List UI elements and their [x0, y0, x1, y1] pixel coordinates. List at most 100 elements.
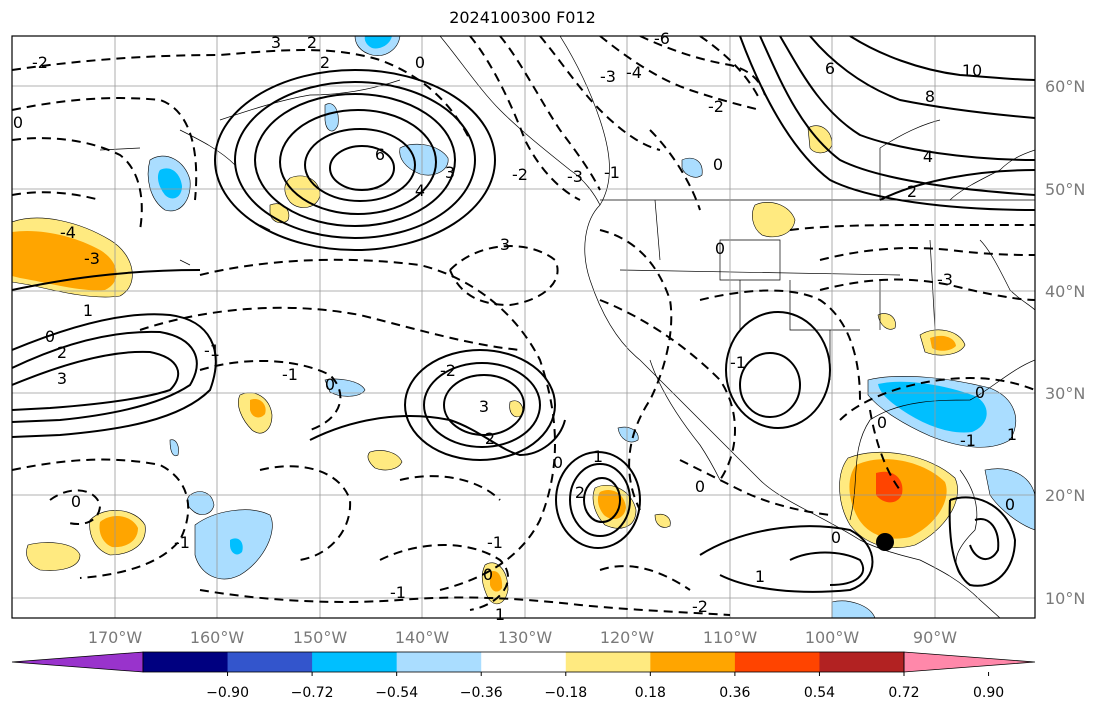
contour-label: 3: [271, 33, 281, 52]
longitude-label: 140°W: [395, 628, 450, 647]
contour-label: -6: [654, 29, 670, 48]
contour-label: 0: [415, 53, 425, 72]
longitude-label: 100°W: [805, 628, 860, 647]
colorbar-segment: [143, 652, 229, 672]
colorbar-segment: [396, 652, 482, 672]
longitude-label: 90°W: [913, 628, 957, 647]
contour-label: -2: [708, 97, 724, 116]
contour-label: 1: [83, 301, 93, 320]
contour-label: -3: [567, 167, 583, 186]
contour-label: 0: [713, 155, 723, 174]
colorbar-tick-label: −0.72: [291, 685, 334, 701]
contour-label: 2: [57, 343, 67, 362]
contour-label: 8: [925, 87, 935, 106]
contour-label: -1: [390, 583, 406, 602]
contour-label: 0: [325, 375, 335, 394]
contour-label: 0: [553, 453, 563, 472]
contour-label: -1: [282, 365, 298, 384]
contour-label: -1: [604, 163, 620, 182]
latitude-label: 10°N: [1045, 589, 1085, 608]
contour-label: 0: [45, 327, 55, 346]
colorbar-tick-label: −0.54: [375, 685, 418, 701]
contour-label: 0: [877, 413, 887, 432]
contour-label: 3: [500, 235, 510, 254]
colorbar-segment: [650, 652, 736, 672]
contour-label: -3: [600, 67, 616, 86]
latitude-label: 30°N: [1045, 384, 1085, 403]
contour-label: 0: [1005, 495, 1015, 514]
contour-label: -1: [174, 533, 190, 552]
contour-label: 2: [320, 53, 330, 72]
contour-label: -4: [60, 223, 76, 242]
contour-label: 0: [715, 239, 725, 258]
colorbar-tick-label: 0.90: [973, 685, 1004, 701]
longitude-label: 120°W: [600, 628, 655, 647]
colorbar-segment: [819, 652, 905, 672]
contour-label: -4: [626, 63, 642, 82]
contour-label: -2: [440, 361, 456, 380]
colorbar: −0.90 −0.72 −0.54 −0.36 −0.18 0.18 0.36 0.54 0.7…: [11, 651, 1036, 701]
contour-label: 3: [445, 163, 455, 182]
colorbar-extend-low: [11, 651, 144, 673]
latitude-labels: 60°N 50°N 40°N 30°N 20°N 10°N: [1045, 77, 1085, 608]
contour-label: 2: [907, 182, 917, 201]
contour-label: 10: [962, 61, 982, 80]
latitude-label: 20°N: [1045, 486, 1085, 505]
shaded-regions: [12, 36, 1035, 618]
colorbar-tick-label: 0.18: [635, 685, 666, 701]
colorbar-extend-high: [903, 651, 1036, 673]
contour-label: 0: [483, 565, 493, 584]
latitude-label: 50°N: [1045, 180, 1085, 199]
latitude-label: 60°N: [1045, 77, 1085, 96]
contour-label: 2: [575, 483, 585, 502]
colorbar-segment: [312, 652, 398, 672]
contour-label: 6: [375, 145, 385, 164]
contour-label: 6: [825, 59, 835, 78]
contour-label: -2: [692, 597, 708, 616]
colorbar-segment: [227, 652, 313, 672]
longitude-label: 130°W: [498, 628, 553, 647]
map-title: 2024100300 F012: [449, 8, 596, 27]
latitude-label: 40°N: [1045, 282, 1085, 301]
colorbar-tick-label: 0.54: [804, 685, 835, 701]
dashed-contours: [12, 36, 1035, 616]
contour-label: -1: [960, 431, 976, 450]
contour-label: 2: [485, 429, 495, 448]
contour-label: -2: [32, 53, 48, 72]
solid-contours: [12, 36, 1035, 593]
contour-label: -2: [512, 165, 528, 184]
contour-label: 4: [923, 147, 933, 166]
contour-label: 0: [695, 477, 705, 496]
contour-label: 2: [307, 33, 317, 52]
colorbar-tick-label: −0.36: [460, 685, 503, 701]
longitude-label: 110°W: [703, 628, 758, 647]
contour-label: -1: [487, 533, 503, 552]
contour-label: -3: [84, 249, 100, 268]
colorbar-segment: [565, 652, 651, 672]
longitude-label: 170°W: [88, 628, 143, 647]
contour-label: -1: [730, 353, 746, 372]
contour-label: 1: [593, 447, 603, 466]
contour-label: -3: [937, 270, 953, 289]
contour-label: 1: [1007, 425, 1017, 444]
contour-label: 3: [479, 397, 489, 416]
colorbar-segment: [734, 652, 820, 672]
contour-label: 3: [57, 369, 67, 388]
longitude-label: 160°W: [190, 628, 245, 647]
contour-label: -1: [204, 341, 220, 360]
longitude-labels: 170°W 160°W 150°W 140°W 130°W 120°W 110°W 100°W…: [88, 628, 957, 647]
colorbar-tick-label: 0.72: [888, 685, 919, 701]
contour-label: 0: [975, 383, 985, 402]
contour-label: 0: [13, 113, 23, 132]
colorbar-tick-label: 0.36: [719, 685, 750, 701]
colorbar-tick-label: −0.18: [544, 685, 587, 701]
storm-center-marker: [876, 533, 894, 551]
colorbar-tick-label: −0.90: [206, 685, 249, 701]
plot-border: [11, 35, 1036, 619]
longitude-label: 150°W: [293, 628, 348, 647]
colorbar-segment: [481, 652, 567, 672]
contour-label: 4: [415, 181, 425, 200]
contour-label: 0: [71, 492, 81, 511]
